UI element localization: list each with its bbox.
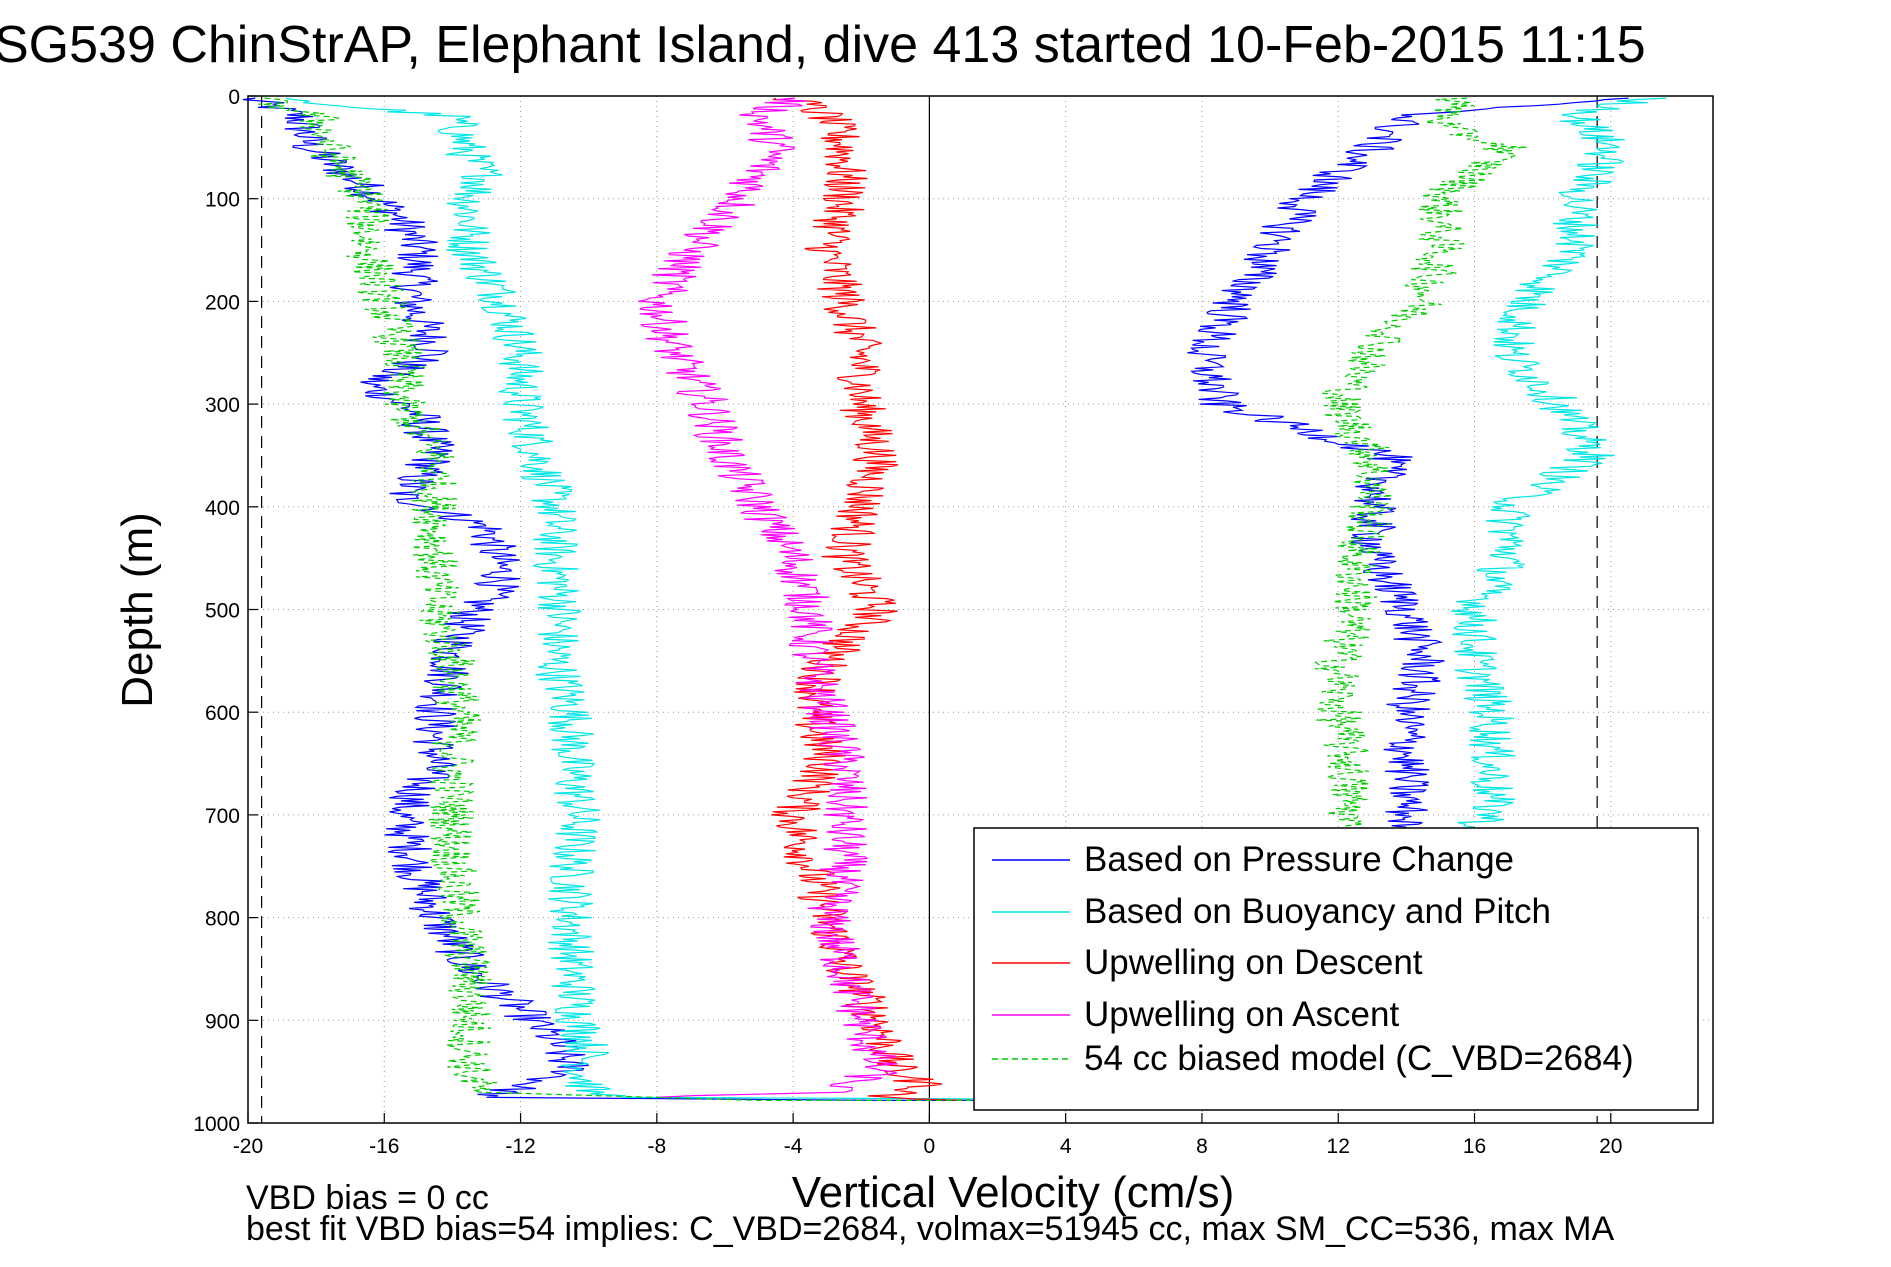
- series-line-7: [1314, 97, 1528, 828]
- y-tick-label-4: 400: [205, 497, 240, 520]
- x-tick-label-5: 0: [924, 1135, 936, 1158]
- x-tick-label-4: -4: [784, 1135, 803, 1158]
- y-tick-label-10: 1000: [193, 1113, 240, 1136]
- legend-label-2: Upwelling on Descent: [1084, 943, 1423, 982]
- series-line-1: [285, 97, 1203, 1101]
- legend-entries: Based on Pressure Change Based on Buoyanc…: [992, 840, 1634, 1078]
- x-axis-label: Vertical Velocity (cm/s): [792, 1168, 1235, 1217]
- x-tick-label-1: -16: [369, 1135, 399, 1158]
- y-tick-label-3: 300: [205, 394, 240, 417]
- legend-label-1: Based on Buoyancy and Pitch: [1084, 892, 1551, 931]
- series-line-3: [638, 97, 898, 1098]
- reference-lines: [261, 96, 1598, 1123]
- legend-box: [973, 827, 1699, 1111]
- y-tick-label-5: 500: [205, 600, 240, 623]
- footer-line-2: best fit VBD bias=54 implies: C_VBD=2684…: [246, 1210, 1615, 1248]
- legend-label-3: Upwelling on Ascent: [1084, 995, 1399, 1034]
- y-axis-label: Depth (m): [113, 512, 162, 708]
- x-tick-label-10: 20: [1599, 1135, 1622, 1158]
- x-tick-label-8: 12: [1327, 1135, 1350, 1158]
- legend: Based on Pressure Change Based on Buoyanc…: [973, 827, 1699, 1111]
- y-tick-label-9: 900: [205, 1010, 240, 1033]
- legend-label-4: 54 cc biased model (C_VBD=2684): [1084, 1039, 1634, 1078]
- y-tick-label-6: 600: [205, 702, 240, 725]
- y-tick-label-0: 0: [228, 86, 240, 109]
- plot-frame: [247, 95, 1714, 1124]
- y-tick-label-2: 200: [205, 291, 240, 314]
- series-line-5: [1187, 97, 1629, 828]
- chart-title: SG539 ChinStrAP, Elephant Island, dive 4…: [0, 16, 1646, 74]
- series-line-6: [1451, 97, 1667, 828]
- y-tick-label-1: 100: [205, 189, 240, 212]
- series-line-4: [258, 97, 1032, 1101]
- x-tick-label-3: -8: [647, 1135, 666, 1158]
- y-tick-label-7: 700: [205, 805, 240, 828]
- series-layer: [242, 97, 1667, 1101]
- series-line-0: [242, 97, 998, 1101]
- x-tick-label-9: 16: [1463, 1135, 1486, 1158]
- footer-line-1: VBD bias = 0 cc: [246, 1179, 489, 1217]
- y-tick-label-8: 800: [205, 908, 240, 931]
- y-tick-labels: 0 100 200 300 400 500 600 700 800 900 1000: [193, 86, 240, 1136]
- x-tick-labels: -20 -16 -12 -8 -4 0 4 8 12 16 20: [233, 1135, 1623, 1158]
- legend-label-0: Based on Pressure Change: [1084, 840, 1514, 879]
- x-tick-label-7: 8: [1196, 1135, 1208, 1158]
- x-tick-label-6: 4: [1060, 1135, 1072, 1158]
- x-tick-label-2: -12: [505, 1135, 535, 1158]
- x-tick-label-0: -20: [233, 1135, 263, 1158]
- series-line-2: [771, 97, 964, 1101]
